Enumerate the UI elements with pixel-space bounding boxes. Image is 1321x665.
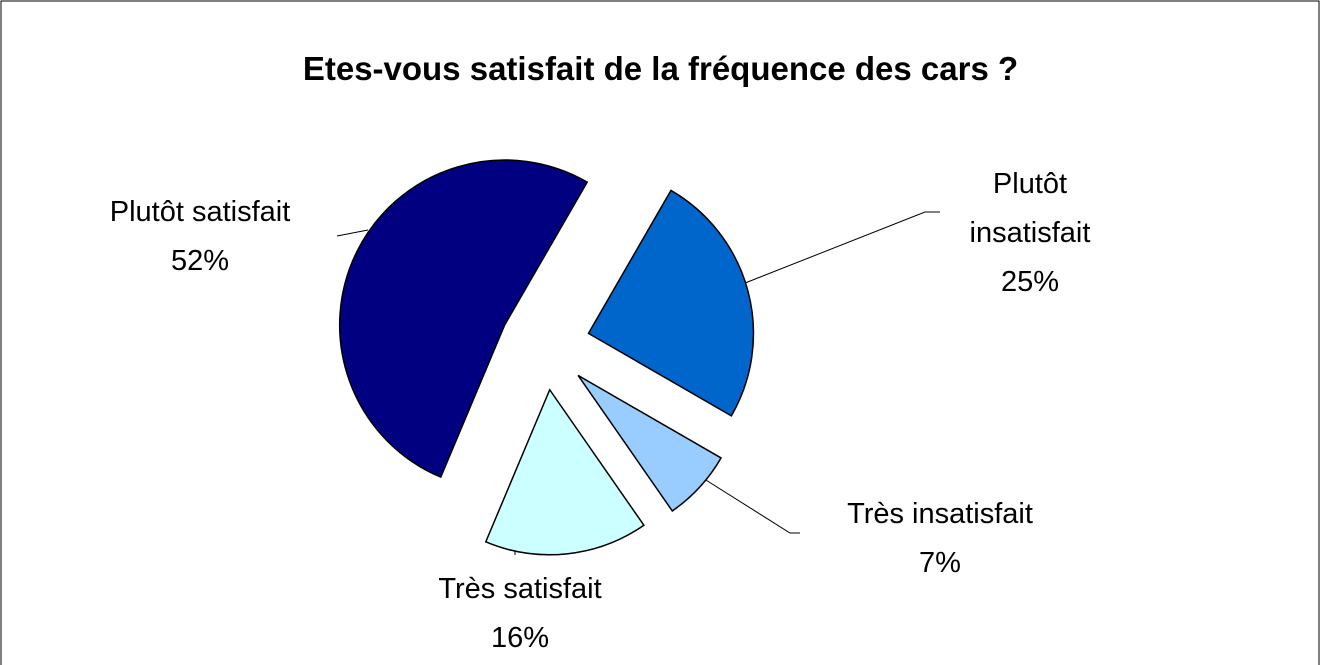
- pie-slice: [338, 159, 589, 479]
- leader-line: [739, 211, 940, 286]
- data-label: Très insatisfait 7%: [790, 490, 1090, 588]
- label-category: Très insatisfait: [847, 498, 1033, 530]
- pie-slice: [577, 374, 723, 512]
- data-label: Plutôt insatisfait 25%: [945, 160, 1115, 307]
- leader-line: [689, 469, 800, 534]
- label-category: Plutôt satisfait: [109, 196, 291, 228]
- pie-slice: [587, 189, 755, 417]
- label-value: 52%: [170, 245, 230, 277]
- label-value: 7%: [919, 547, 961, 579]
- label-value: 16%: [490, 622, 550, 654]
- label-category: Plutôt insatisfait: [969, 168, 1091, 249]
- label-category: Très satisfait: [438, 573, 602, 605]
- leader-line: [336, 229, 369, 237]
- data-label: Plutôt satisfait 52%: [50, 188, 350, 286]
- pie-slice: [484, 388, 645, 556]
- label-value: 25%: [1000, 266, 1060, 298]
- chart-title: Etes-vous satisfait de la fréquence des …: [302, 50, 1019, 87]
- data-label: Très satisfait 16%: [370, 565, 670, 663]
